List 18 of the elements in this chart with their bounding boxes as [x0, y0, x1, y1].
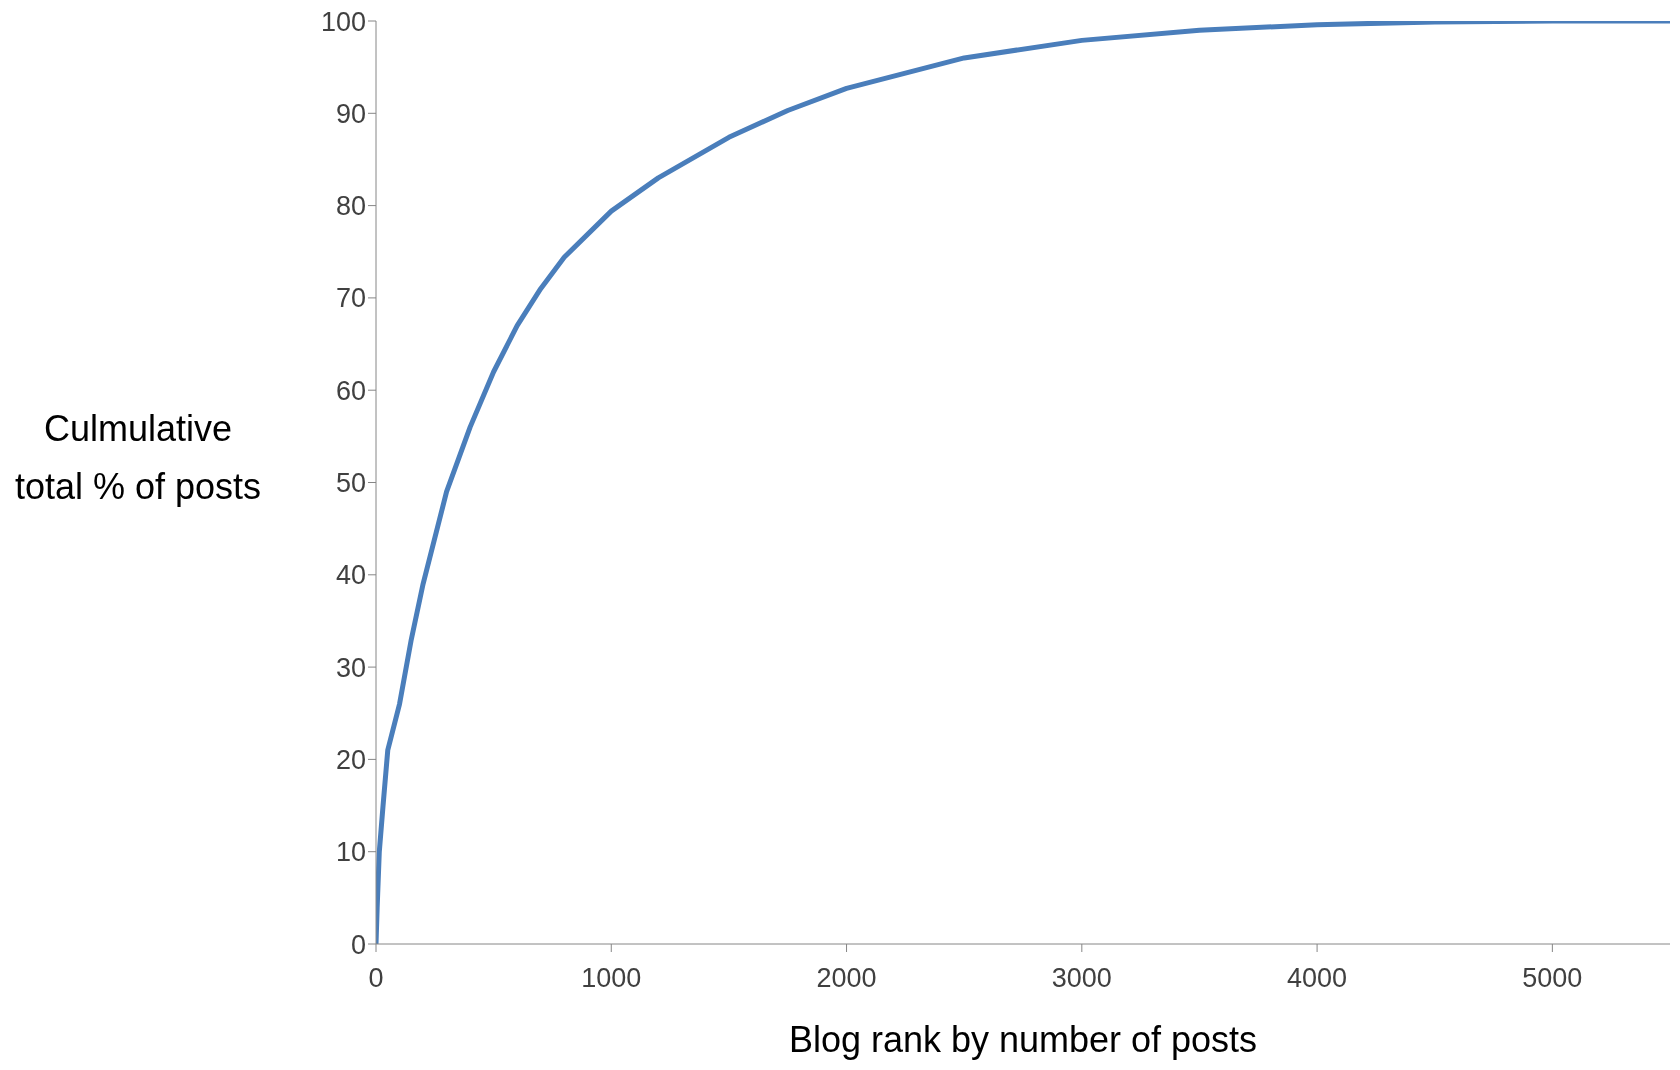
- x-tick-label: 1000: [581, 963, 642, 994]
- y-tick-label: 60: [335, 375, 366, 406]
- x-tick-label: 3000: [1051, 963, 1112, 994]
- y-axis-title: Culmulative total % of posts: [13, 407, 263, 509]
- x-tick-label: 5000: [1522, 963, 1583, 994]
- y-tick-label: 30: [335, 652, 366, 683]
- y-tick-label: 10: [335, 837, 366, 868]
- x-tick-label: 2000: [816, 963, 877, 994]
- y-tick-label: 80: [335, 191, 366, 222]
- y-tick-label: 20: [335, 744, 366, 775]
- y-tick-label: 40: [335, 560, 366, 591]
- y-tick-label: 90: [335, 98, 366, 129]
- y-tick-label: 70: [335, 283, 366, 314]
- y-tick-label: 50: [335, 468, 366, 499]
- y-tick-label: 0: [350, 929, 366, 960]
- x-axis-title: Blog rank by number of posts: [788, 1019, 1258, 1060]
- x-tick-label: 4000: [1287, 963, 1348, 994]
- y-tick-label: 100: [320, 6, 366, 37]
